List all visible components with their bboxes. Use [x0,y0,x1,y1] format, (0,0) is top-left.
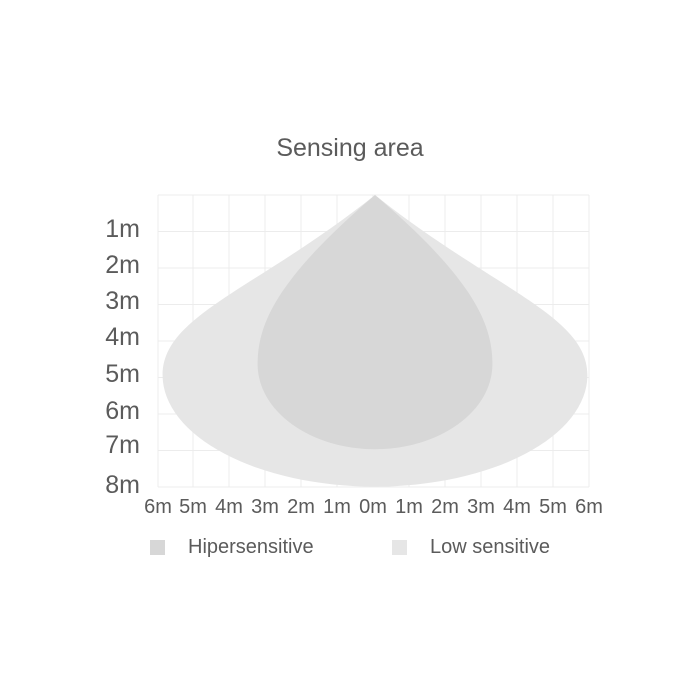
svg-text:2m: 2m [431,496,459,518]
svg-text:1m: 1m [105,215,140,243]
svg-text:Hipersensitive: Hipersensitive [188,536,314,558]
svg-text:2m: 2m [287,496,315,518]
svg-text:5m: 5m [179,496,207,518]
svg-text:6m: 6m [144,496,172,518]
svg-text:5m: 5m [105,360,140,388]
svg-text:3m: 3m [105,287,140,315]
svg-text:7m: 7m [105,431,140,459]
svg-text:4m: 4m [215,496,243,518]
svg-text:8m: 8m [105,471,140,499]
svg-text:2m: 2m [105,251,140,279]
svg-text:6m: 6m [575,496,603,518]
svg-text:Low sensitive: Low sensitive [430,536,550,558]
svg-text:4m: 4m [503,496,531,518]
svg-text:4m: 4m [105,323,140,351]
svg-text:6m: 6m [105,397,140,425]
svg-text:0m: 0m [359,496,387,518]
svg-text:1m: 1m [323,496,351,518]
svg-text:5m: 5m [539,496,567,518]
svg-text:1m: 1m [395,496,423,518]
svg-text:3m: 3m [467,496,495,518]
svg-text:3m: 3m [251,496,279,518]
